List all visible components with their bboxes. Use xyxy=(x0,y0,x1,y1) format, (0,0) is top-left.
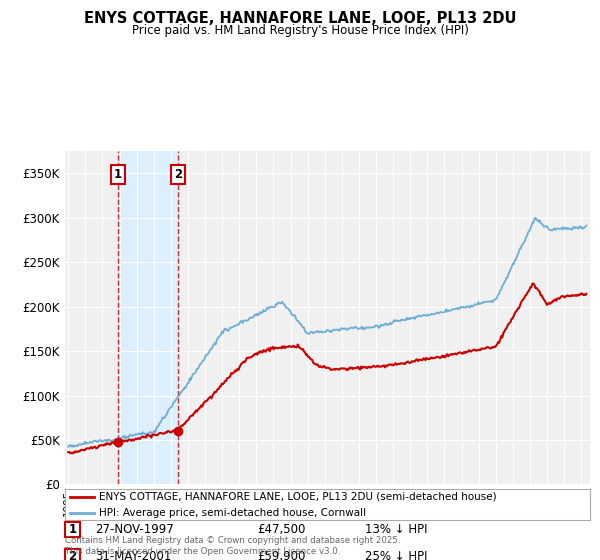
Text: £47,500: £47,500 xyxy=(257,523,305,536)
Text: 27-NOV-1997: 27-NOV-1997 xyxy=(95,523,173,536)
Text: 1: 1 xyxy=(68,523,77,536)
Text: 31-MAY-2001: 31-MAY-2001 xyxy=(95,550,171,560)
Text: 1: 1 xyxy=(114,168,122,181)
Text: 25% ↓ HPI: 25% ↓ HPI xyxy=(365,550,427,560)
Text: Contains HM Land Registry data © Crown copyright and database right 2025.
This d: Contains HM Land Registry data © Crown c… xyxy=(65,536,400,556)
Text: Price paid vs. HM Land Registry's House Price Index (HPI): Price paid vs. HM Land Registry's House … xyxy=(131,24,469,37)
Text: 2: 2 xyxy=(174,168,182,181)
Text: £59,900: £59,900 xyxy=(257,550,305,560)
Text: ENYS COTTAGE, HANNAFORE LANE, LOOE, PL13 2DU: ENYS COTTAGE, HANNAFORE LANE, LOOE, PL13… xyxy=(84,11,516,26)
Text: 13% ↓ HPI: 13% ↓ HPI xyxy=(365,523,427,536)
Text: 2: 2 xyxy=(68,550,77,560)
Text: HPI: Average price, semi-detached house, Cornwall: HPI: Average price, semi-detached house,… xyxy=(99,508,366,518)
Bar xyxy=(118,151,178,484)
Text: ENYS COTTAGE, HANNAFORE LANE, LOOE, PL13 2DU (semi-detached house): ENYS COTTAGE, HANNAFORE LANE, LOOE, PL13… xyxy=(99,492,497,502)
